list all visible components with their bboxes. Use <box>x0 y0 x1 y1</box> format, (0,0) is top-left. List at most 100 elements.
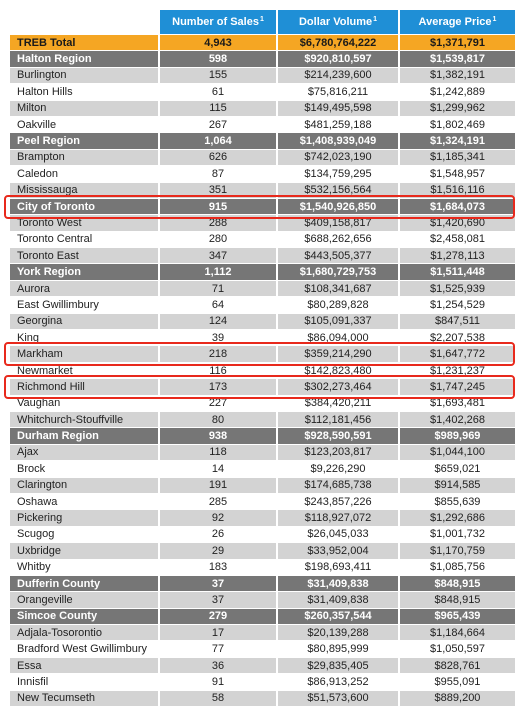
area-name-cell: Ajax <box>10 444 160 461</box>
area-name-cell: Mississauga <box>10 182 160 198</box>
area-name-cell: Burlington <box>10 67 160 84</box>
dollar-volume-cell: $86,913,252 <box>278 674 400 690</box>
area-name-cell: Simcoe County <box>10 608 160 625</box>
table-row: Halton Hills 61 $75,816,211 $1,242,889 <box>10 84 515 101</box>
table-row: Aurora 71 $108,341,687 $1,525,939 <box>10 280 515 298</box>
header-average-price: Average Price 1 <box>400 10 515 34</box>
number-of-sales-cell: 37 <box>160 575 278 592</box>
dollar-volume-cell: $409,158,817 <box>278 215 400 231</box>
number-of-sales-cell: 92 <box>160 510 278 526</box>
dollar-volume-cell: $443,505,377 <box>278 248 400 264</box>
number-of-sales-cell: 351 <box>160 182 278 198</box>
area-name-cell: East Gwillimbury <box>10 297 160 313</box>
area-name-cell: Bradford West Gwillimbury <box>10 641 160 657</box>
dollar-volume-cell: $302,273,464 <box>278 379 400 395</box>
sales-table: Number of Sales 1 Dollar Volume 1 Average … <box>4 10 515 708</box>
area-name-cell: Brock <box>10 461 160 477</box>
average-price-cell: $1,647,772 <box>400 346 515 362</box>
table-row: Toronto East 347 $443,505,377 $1,278,113 <box>10 248 515 265</box>
dollar-volume-cell: $75,816,211 <box>278 84 400 100</box>
dollar-volume-cell: $20,139,288 <box>278 625 400 641</box>
number-of-sales-cell: 118 <box>160 444 278 461</box>
area-name-cell: Whitchurch-Stouffville <box>10 411 160 428</box>
dollar-volume-cell: $149,495,598 <box>278 100 400 116</box>
average-price-cell: $1,001,732 <box>400 526 515 543</box>
header-volume-label: Dollar Volume <box>298 16 373 28</box>
table-row: Brampton 626 $742,023,190 $1,185,341 <box>10 149 515 167</box>
average-price-cell: $1,382,191 <box>400 67 515 84</box>
area-name-cell: Richmond Hill <box>10 379 160 395</box>
number-of-sales-cell: 347 <box>160 248 278 264</box>
number-of-sales-cell: 173 <box>160 379 278 395</box>
area-name-cell: Whitby <box>10 559 160 575</box>
dollar-volume-cell: $174,685,738 <box>278 477 400 493</box>
region-row: Simcoe County 279 $260,357,544 $965,439 <box>10 608 515 626</box>
average-price-cell: $1,278,113 <box>400 248 515 264</box>
average-price-cell: $828,761 <box>400 657 515 674</box>
average-price-cell: $848,915 <box>400 575 515 592</box>
table-row: Pickering 92 $118,927,072 $1,292,686 <box>10 510 515 527</box>
area-name-cell: Essa <box>10 657 160 674</box>
average-price-cell: $1,693,481 <box>400 395 515 411</box>
dollar-volume-cell: $1,680,729,753 <box>278 264 400 280</box>
table-row: Whitby 183 $198,693,411 $1,085,756 <box>10 559 515 576</box>
dollar-volume-cell: $105,091,337 <box>278 313 400 330</box>
table-row: Whitchurch-Stouffville 80 $112,181,456 $1,4… <box>10 411 515 429</box>
table-row: New Tecumseth 58 $51,573,600 $889,200 <box>10 690 515 708</box>
number-of-sales-cell: 37 <box>160 592 278 608</box>
area-name-cell: City of Toronto <box>10 198 160 215</box>
average-price-cell: $848,915 <box>400 592 515 608</box>
number-of-sales-cell: 29 <box>160 543 278 559</box>
area-name-cell: Newmarket <box>10 362 160 379</box>
area-name-cell: Oshawa <box>10 493 160 510</box>
area-name-cell: Peel Region <box>10 133 160 149</box>
dollar-volume-cell: $260,357,544 <box>278 608 400 625</box>
dollar-volume-cell: $80,895,999 <box>278 641 400 657</box>
table-row: Toronto West 288 $409,158,817 $1,420,690 <box>10 215 515 232</box>
dollar-volume-cell: $688,262,656 <box>278 231 400 248</box>
number-of-sales-cell: 915 <box>160 198 278 215</box>
table-row: Toronto Central 280 $688,262,656 $2,458,081 <box>10 231 515 249</box>
number-of-sales-cell: 58 <box>160 690 278 707</box>
number-of-sales-cell: 183 <box>160 559 278 575</box>
number-of-sales-cell: 87 <box>160 166 278 182</box>
number-of-sales-cell: 155 <box>160 67 278 84</box>
dollar-volume-cell: $198,693,411 <box>278 559 400 575</box>
average-price-cell: $1,184,664 <box>400 625 515 641</box>
dollar-volume-cell: $1,408,939,049 <box>278 133 400 149</box>
number-of-sales-cell: 77 <box>160 641 278 657</box>
average-price-cell: $847,511 <box>400 313 515 330</box>
dollar-volume-cell: $532,156,564 <box>278 182 400 198</box>
area-name-cell: Markham <box>10 346 160 362</box>
dollar-volume-cell: $86,094,000 <box>278 330 400 346</box>
number-of-sales-cell: 280 <box>160 231 278 248</box>
area-name-cell: York Region <box>10 264 160 280</box>
dollar-volume-cell: $123,203,817 <box>278 444 400 461</box>
table-header-row: Number of Sales 1 Dollar Volume 1 Average … <box>10 10 515 35</box>
table-row: Adjala-Tosorontio 17 $20,139,288 $1,184,664 <box>10 625 515 642</box>
dollar-volume-cell: $1,540,926,850 <box>278 198 400 215</box>
average-price-cell: $914,585 <box>400 477 515 493</box>
area-name-cell: Innisfil <box>10 674 160 690</box>
number-of-sales-cell: 1,064 <box>160 133 278 149</box>
dollar-volume-cell: $33,952,004 <box>278 543 400 559</box>
number-of-sales-cell: 71 <box>160 280 278 297</box>
average-price-cell: $1,684,073 <box>400 198 515 215</box>
number-of-sales-cell: 4,943 <box>160 35 278 51</box>
average-price-cell: $1,511,448 <box>400 264 515 280</box>
average-price-cell: $1,539,817 <box>400 51 515 67</box>
dollar-volume-cell: $112,181,456 <box>278 411 400 428</box>
average-price-cell: $1,402,268 <box>400 411 515 428</box>
dollar-volume-cell: $26,045,033 <box>278 526 400 543</box>
number-of-sales-cell: 598 <box>160 51 278 67</box>
table-row: East Gwillimbury 64 $80,289,828 $1,254,529 <box>10 297 515 314</box>
table-row: Essa 36 $29,835,405 $828,761 <box>10 657 515 675</box>
table-row: Milton 115 $149,495,598 $1,299,962 <box>10 100 515 117</box>
area-name-cell: Orangeville <box>10 592 160 608</box>
area-name-cell: New Tecumseth <box>10 690 160 707</box>
number-of-sales-cell: 267 <box>160 116 278 133</box>
average-price-cell: $1,548,957 <box>400 166 515 182</box>
area-name-cell: Adjala-Tosorontio <box>10 625 160 641</box>
area-name-cell: Halton Hills <box>10 84 160 100</box>
average-price-cell: $889,200 <box>400 690 515 707</box>
